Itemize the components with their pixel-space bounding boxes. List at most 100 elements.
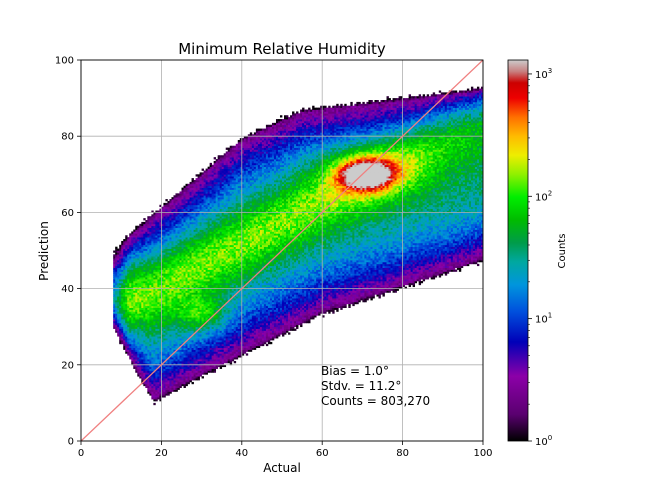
heatmap-cell xyxy=(153,288,156,291)
heatmap-cell xyxy=(137,298,140,301)
heatmap-cell xyxy=(125,275,128,278)
heatmap-cell xyxy=(133,307,136,310)
heatmap-cell xyxy=(163,286,166,289)
heatmap-cell xyxy=(149,246,152,249)
heatmap-cell xyxy=(123,343,126,347)
heatmap-cell xyxy=(129,256,132,259)
heatmap-cell xyxy=(155,313,158,316)
heatmap-cell xyxy=(157,256,160,259)
heatmap-cell xyxy=(155,242,158,246)
heatmap-cell xyxy=(159,332,162,335)
heatmap-cell xyxy=(139,294,142,297)
heatmap-cell xyxy=(147,370,150,373)
heatmap-cell xyxy=(145,372,148,375)
heatmap-cell xyxy=(163,340,166,343)
heatmap-cell xyxy=(169,273,172,276)
heatmap-cell xyxy=(119,300,122,303)
heatmap-cell xyxy=(153,252,156,255)
heatmap-cell xyxy=(167,376,170,379)
heatmap-cell xyxy=(143,263,146,267)
heatmap-cell xyxy=(161,393,164,396)
heatmap-cell xyxy=(119,280,122,284)
heatmap-cell xyxy=(129,248,132,251)
heatmap-cell xyxy=(131,235,134,238)
heatmap-cell xyxy=(155,383,158,387)
heatmap-cell xyxy=(157,250,160,253)
heatmap-cell xyxy=(139,360,142,364)
heatmap-cell xyxy=(155,353,158,356)
heatmap-cell xyxy=(121,240,124,244)
heatmap-cell xyxy=(139,336,142,339)
heatmap-cell xyxy=(165,307,168,310)
heatmap-cell xyxy=(131,273,134,276)
heatmap-cell xyxy=(115,300,118,303)
heatmap-cell xyxy=(169,204,172,208)
heatmap-cell xyxy=(167,235,170,238)
heatmap-cell xyxy=(137,280,140,284)
heatmap-cell xyxy=(197,174,200,177)
heatmap-cell xyxy=(157,261,160,265)
heatmap-cell xyxy=(145,263,148,267)
heatmap-cell xyxy=(127,277,130,280)
heatmap-cell xyxy=(143,290,146,293)
heatmap-cell xyxy=(131,282,134,286)
heatmap-cell xyxy=(153,231,156,234)
heatmap-cell xyxy=(149,279,152,282)
heatmap-cell xyxy=(155,277,158,280)
heatmap-cell xyxy=(161,322,164,326)
heatmap-cell xyxy=(131,313,134,316)
heatmap-cell xyxy=(167,256,170,259)
heatmap-cell xyxy=(119,277,122,280)
heatmap-cell xyxy=(137,340,140,343)
heatmap-cell xyxy=(121,338,124,341)
heatmap-cell xyxy=(141,237,144,240)
heatmap-cell xyxy=(171,381,174,385)
heatmap-cell xyxy=(151,279,154,282)
heatmap-cell xyxy=(135,252,138,255)
heatmap-cell xyxy=(147,282,150,286)
heatmap-cell xyxy=(117,303,120,307)
heatmap-cell xyxy=(167,372,170,375)
heatmap-cell xyxy=(153,284,156,288)
heatmap-cell xyxy=(151,313,154,316)
heatmap-cell xyxy=(161,338,164,341)
heatmap-cell xyxy=(211,164,215,168)
heatmap-cell xyxy=(139,286,142,289)
heatmap-cell xyxy=(123,273,126,276)
heatmap-cell xyxy=(169,298,172,301)
heatmap-cell xyxy=(139,239,142,242)
heatmap-cell xyxy=(129,301,132,305)
heatmap-cell xyxy=(155,212,158,215)
heatmap-cell xyxy=(157,231,160,234)
heatmap-cell xyxy=(117,265,120,268)
heatmap-cell xyxy=(151,357,154,360)
heatmap-cell xyxy=(153,307,156,310)
heatmap-cell xyxy=(147,300,150,303)
heatmap-cell xyxy=(157,294,160,297)
heatmap-cell xyxy=(153,250,156,253)
heatmap-cell xyxy=(163,313,166,316)
heatmap-cell xyxy=(137,225,140,228)
heatmap-cell xyxy=(155,301,158,305)
heatmap-cell xyxy=(119,301,122,305)
heatmap-cell xyxy=(131,240,134,244)
heatmap-cell xyxy=(155,370,158,373)
heatmap-cell xyxy=(137,252,140,255)
heatmap-cell xyxy=(119,319,122,322)
heatmap-cell xyxy=(135,370,138,373)
heatmap-cell xyxy=(143,336,146,339)
heatmap-cell xyxy=(157,326,160,329)
heatmap-cell xyxy=(135,273,138,276)
heatmap-cell xyxy=(169,275,172,278)
heatmap-cell xyxy=(153,347,156,350)
heatmap-cell xyxy=(147,322,150,326)
heatmap-cell xyxy=(163,258,166,261)
heatmap-cell xyxy=(151,227,154,230)
heatmap-cell xyxy=(167,252,170,255)
heatmap-cell xyxy=(143,374,146,377)
heatmap-cell xyxy=(169,383,172,387)
heatmap-cell xyxy=(157,364,160,368)
heatmap-cell xyxy=(159,399,162,402)
heatmap-cell xyxy=(167,221,170,225)
heatmap-cell xyxy=(167,223,170,227)
